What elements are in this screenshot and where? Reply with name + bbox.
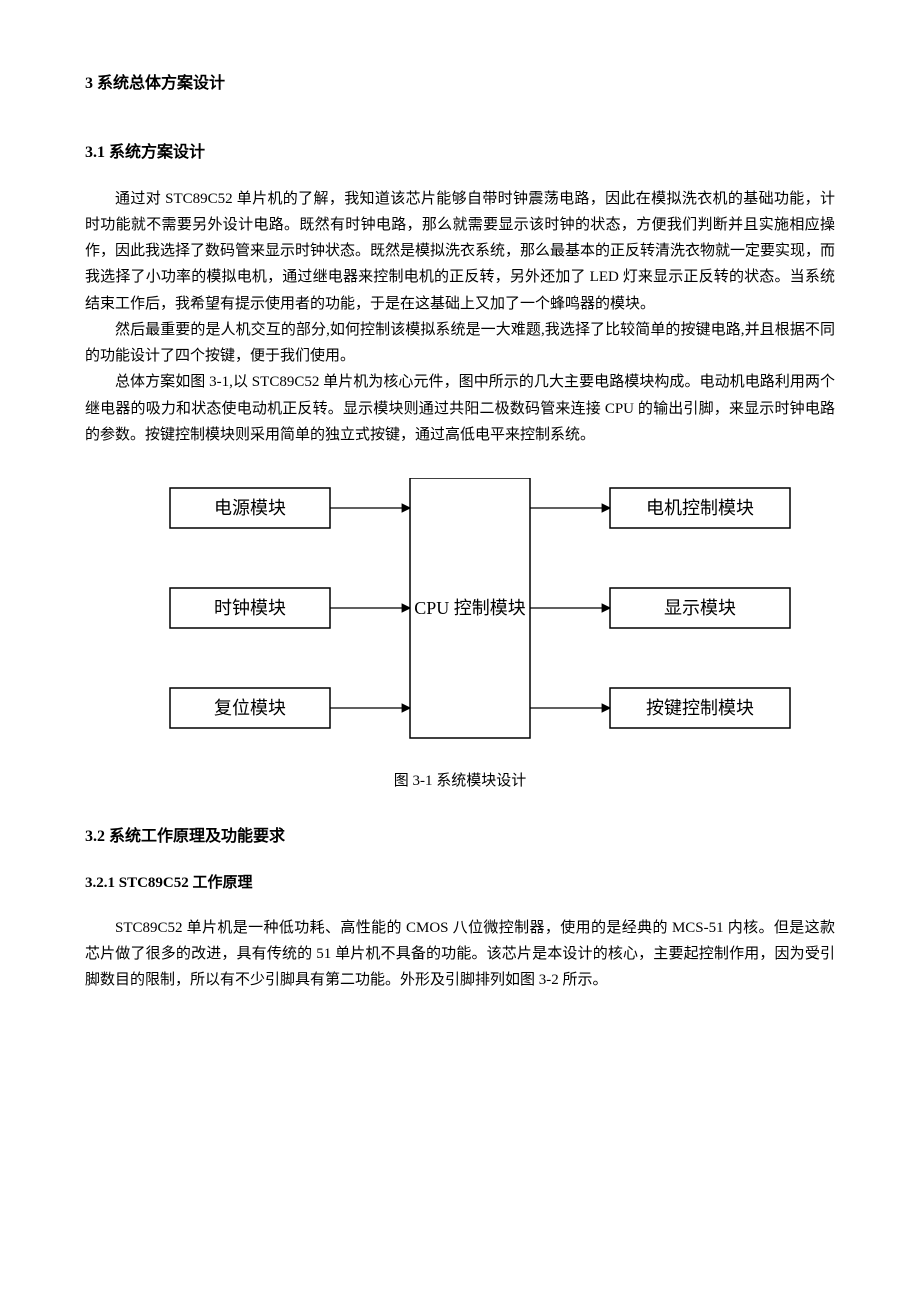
svg-text:电源模块: 电源模块: [214, 498, 286, 518]
svg-text:电机控制模块: 电机控制模块: [646, 498, 754, 518]
figure-3-1: 电源模块时钟模块复位模块 CPU 控制模块 电机控制模块显示模块按键控制模块: [110, 478, 810, 758]
heading-section-3-1: 3.1 系统方案设计: [85, 139, 835, 168]
heading-section-3-2: 3.2 系统工作原理及功能要求: [85, 823, 835, 852]
system-block-diagram: 电源模块时钟模块复位模块 CPU 控制模块 电机控制模块显示模块按键控制模块: [110, 478, 810, 758]
svg-text:CPU 控制模块: CPU 控制模块: [414, 598, 526, 618]
svg-text:显示模块: 显示模块: [664, 598, 736, 618]
svg-text:按键控制模块: 按键控制模块: [646, 698, 754, 718]
heading-section-3-2-1: 3.2.1 STC89C52 工作原理: [85, 870, 835, 897]
heading-chapter: 3 系统总体方案设计: [85, 70, 835, 99]
paragraph-4: STC89C52 单片机是一种低功耗、高性能的 CMOS 八位微控制器，使用的是…: [85, 915, 835, 994]
paragraph-2: 然后最重要的是人机交互的部分,如何控制该模拟系统是一大难题,我选择了比较简单的按…: [85, 317, 835, 370]
figure-3-1-caption: 图 3-1 系统模块设计: [85, 768, 835, 795]
svg-text:复位模块: 复位模块: [214, 698, 286, 718]
svg-text:时钟模块: 时钟模块: [214, 598, 286, 618]
paragraph-1: 通过对 STC89C52 单片机的了解，我知道该芯片能够自带时钟震荡电路，因此在…: [85, 186, 835, 317]
paragraph-3: 总体方案如图 3-1,以 STC89C52 单片机为核心元件，图中所示的几大主要…: [85, 369, 835, 448]
